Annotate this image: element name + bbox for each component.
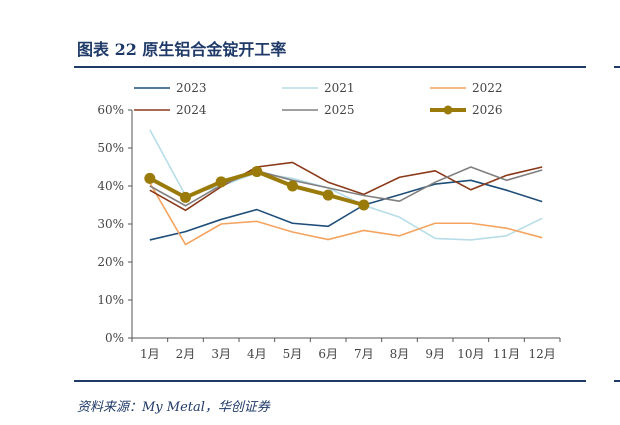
figure-title: 图表 22 原生铝合金锭开工率 bbox=[77, 40, 287, 59]
legend-2022-label: 2022 bbox=[472, 81, 503, 95]
x-tick-label: 5月 bbox=[283, 347, 303, 361]
legend-2025-label: 2025 bbox=[324, 103, 355, 117]
series-2022-line bbox=[149, 182, 543, 246]
y-tick-label: 50% bbox=[97, 141, 124, 155]
series-2025-line bbox=[149, 166, 543, 207]
series-2026-point bbox=[251, 166, 263, 178]
series-2023-line bbox=[149, 179, 543, 241]
series-2026-point bbox=[144, 172, 156, 184]
series-2026-point bbox=[322, 189, 334, 201]
series-2026-point bbox=[358, 199, 370, 211]
series-2026-point bbox=[180, 191, 191, 203]
source-note: 资料来源：My Metal，华创证券 bbox=[77, 400, 270, 415]
legend-2026-label: 2026 bbox=[472, 103, 503, 117]
footer-divider bbox=[74, 380, 586, 382]
x-tick-label: 11月 bbox=[493, 347, 520, 361]
x-tick-label: 6月 bbox=[318, 347, 338, 361]
y-tick-label: 40% bbox=[97, 179, 124, 193]
y-tick-label: 0% bbox=[105, 331, 124, 345]
x-tick-label: 1月 bbox=[140, 347, 160, 361]
series-2026-point bbox=[215, 176, 227, 188]
series-2021-line bbox=[149, 129, 543, 241]
y-tick-label: 20% bbox=[97, 255, 124, 269]
x-tick-label: 8月 bbox=[390, 347, 410, 361]
y-tick-label: 10% bbox=[97, 293, 124, 307]
legend-2021-label: 2021 bbox=[324, 81, 355, 95]
x-tick-label: 9月 bbox=[425, 347, 445, 361]
x-tick-label: 3月 bbox=[211, 347, 231, 361]
legend-2024-label: 2024 bbox=[176, 103, 207, 117]
x-tick-label: 10月 bbox=[457, 347, 484, 361]
x-tick-label: 7月 bbox=[354, 347, 374, 361]
edge-marker-top bbox=[614, 66, 620, 68]
x-tick-label: 4月 bbox=[247, 347, 267, 361]
series-2026-point bbox=[287, 180, 298, 192]
x-tick-label: 2月 bbox=[176, 347, 196, 361]
edge-marker-bottom bbox=[614, 380, 620, 382]
series-2024-line bbox=[149, 161, 543, 212]
y-tick-label: 30% bbox=[97, 217, 124, 231]
legend-2026-marker bbox=[443, 105, 453, 115]
title-divider bbox=[74, 66, 586, 68]
legend-2023-label: 2023 bbox=[176, 81, 207, 95]
y-tick-label: 60% bbox=[97, 103, 124, 117]
x-tick-label: 12月 bbox=[529, 347, 556, 361]
